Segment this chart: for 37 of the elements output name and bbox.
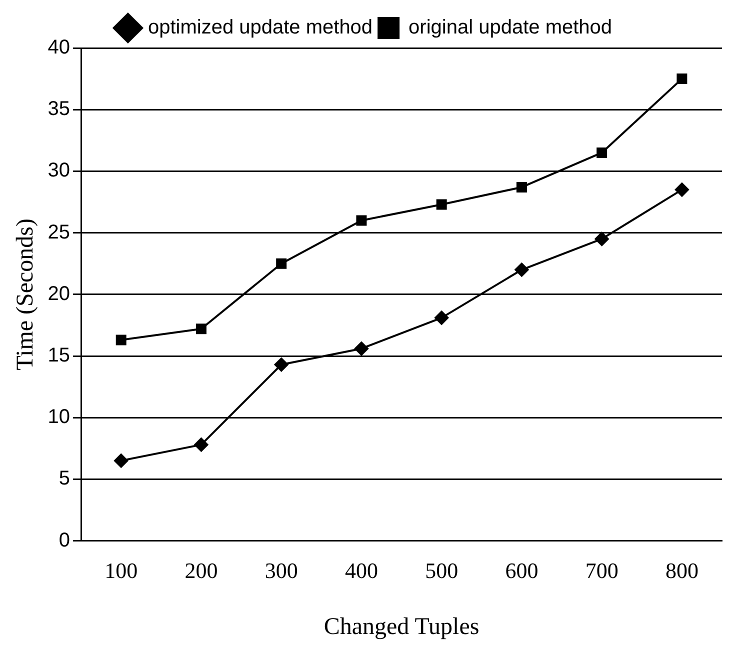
y-tick-label: 10 <box>48 406 70 428</box>
x-tick-label: 400 <box>344 558 378 583</box>
legend-label: optimized update method <box>148 16 373 39</box>
point <box>594 232 609 246</box>
y-tick-label: 30 <box>48 160 70 182</box>
x-tick-label: 300 <box>264 558 298 583</box>
point <box>196 324 206 334</box>
legend-label: original update method <box>408 16 612 39</box>
y-tick-label: 35 <box>48 98 70 120</box>
y-axis-title: Time (Seconds) <box>12 218 39 370</box>
x-tick-label: 700 <box>585 558 618 583</box>
point <box>434 310 449 325</box>
point <box>114 454 128 468</box>
x-tick-label: 100 <box>104 558 138 583</box>
point <box>274 358 288 372</box>
y-tick-label: 5 <box>58 468 70 490</box>
point <box>276 258 287 269</box>
point <box>354 342 368 356</box>
y-tick-label: 40 <box>48 36 70 59</box>
point <box>116 334 126 346</box>
x-tick-label: 200 <box>184 558 218 583</box>
y-tick-label: 25 <box>48 221 70 244</box>
point <box>516 182 527 192</box>
point <box>436 199 447 210</box>
y-tick-label: 0 <box>58 529 70 552</box>
point <box>194 438 208 452</box>
point <box>596 147 608 158</box>
x-axis-title: Changed Tuples <box>324 614 480 640</box>
point <box>514 262 529 277</box>
point <box>676 74 688 84</box>
x-tick-label: 500 <box>425 558 458 583</box>
y-tick-label: 15 <box>48 344 70 367</box>
point <box>674 182 689 197</box>
y-tick-label: 20 <box>48 282 70 305</box>
x-tick-label: 800 <box>665 558 698 583</box>
x-tick-label: 600 <box>505 558 538 583</box>
point <box>356 215 367 226</box>
